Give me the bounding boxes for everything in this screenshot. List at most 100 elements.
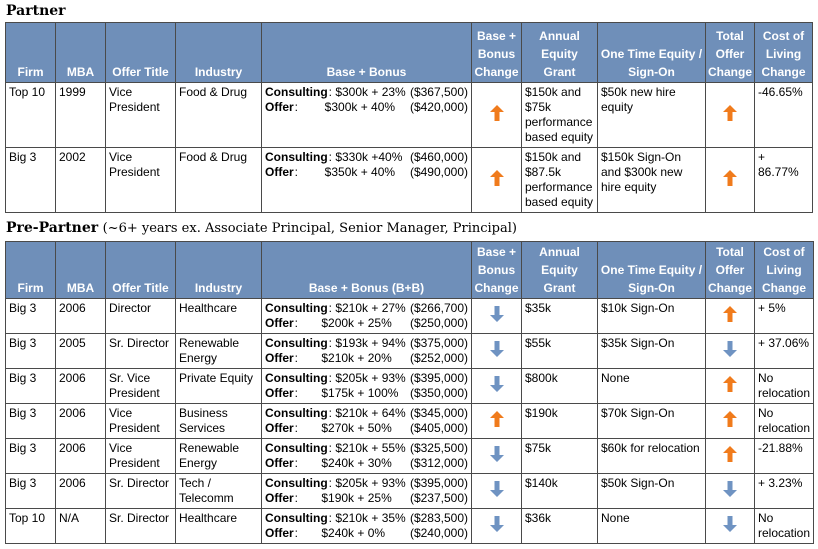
column-header: Base + Bonus Change bbox=[471, 241, 522, 299]
offer-total: ($490,000) bbox=[409, 165, 468, 179]
column-header: Total Offer Change bbox=[705, 241, 755, 299]
base-bonus-cell: Consulting: $330k +40% ($460,000) Offer: $… bbox=[261, 147, 472, 213]
base-bonus-change-cell bbox=[471, 298, 522, 334]
base-bonus-change-cell bbox=[471, 508, 522, 544]
consulting-total: ($375,000) bbox=[409, 336, 468, 350]
consulting-total: ($367,500) bbox=[409, 85, 468, 99]
base-bonus-change-cell bbox=[471, 82, 522, 148]
total-offer-change-cell bbox=[705, 147, 755, 213]
offer-line: Offer: $210k + 20% ($252,000) bbox=[265, 351, 468, 366]
pre-partner-section-title: Pre-Partner (~6+ years ex. Associate Pri… bbox=[6, 220, 517, 236]
down-arrow-icon bbox=[723, 516, 737, 532]
offer-label: Offer bbox=[265, 165, 294, 179]
down-arrow-icon bbox=[723, 341, 737, 357]
industry-cell: Renewable Energy bbox=[175, 438, 262, 474]
sign-on-cell: $50k Sign-On bbox=[597, 473, 706, 509]
consulting-line: Consulting: $210k + 27% ($266,700) bbox=[265, 301, 468, 316]
column-header: Base + Bonus Change bbox=[471, 22, 522, 83]
up-arrow-icon bbox=[723, 376, 737, 392]
table-row: Big 3 2006 Director Healthcare Consulting: $… bbox=[5, 298, 815, 334]
pre-partner-table: Firm MBA Offer Title Industry Base + Bonus (… bbox=[5, 241, 815, 544]
cost-of-living-cell: -21.88% bbox=[753, 438, 815, 474]
consulting-label: Consulting bbox=[265, 371, 328, 385]
offer-label: Offer bbox=[265, 100, 294, 114]
cost-of-living-cell: No relocation bbox=[753, 508, 815, 544]
equity-grant-cell: $36k bbox=[521, 508, 598, 544]
total-offer-change-cell bbox=[705, 438, 755, 474]
down-arrow-icon bbox=[489, 446, 504, 462]
up-arrow-icon bbox=[723, 105, 737, 121]
sign-on-cell: $35k Sign-On bbox=[597, 333, 706, 369]
base-bonus-cell: Consulting: $205k + 93% ($395,000) Offer: … bbox=[261, 473, 472, 509]
offer-title-cell: Sr. Director bbox=[105, 473, 176, 509]
down-arrow-icon bbox=[489, 306, 504, 322]
mba-cell: 1999 bbox=[55, 82, 106, 148]
equity-grant-cell: $190k bbox=[521, 403, 598, 439]
column-header: Offer Title bbox=[105, 241, 176, 299]
consulting-line: Consulting: $210k + 35% ($283,500) bbox=[265, 511, 468, 526]
firm-cell: Big 3 bbox=[5, 403, 56, 439]
sign-on-cell: $150k Sign-On and $300k new hire equity bbox=[597, 147, 706, 213]
mba-cell: 2006 bbox=[55, 403, 106, 439]
base-bonus-change-cell bbox=[471, 473, 522, 509]
consulting-total: ($325,500) bbox=[409, 441, 468, 455]
equity-grant-cell: $800k bbox=[521, 368, 598, 404]
base-bonus-change-cell bbox=[471, 333, 522, 369]
consulting-base: : $210k + 55% bbox=[328, 441, 406, 455]
column-header: One Time Equity / Sign-On bbox=[597, 22, 706, 83]
down-arrow-icon bbox=[489, 481, 504, 497]
offer-title-cell: Sr. Director bbox=[105, 508, 176, 544]
consulting-label: Consulting bbox=[265, 406, 328, 420]
sign-on-cell: $60k for relocation bbox=[597, 438, 706, 474]
consulting-label: Consulting bbox=[265, 85, 328, 99]
total-offer-change-cell bbox=[705, 368, 755, 404]
up-arrow-icon bbox=[489, 170, 504, 186]
cost-of-living-cell: + 3.23% bbox=[753, 473, 815, 509]
equity-grant-cell: $55k bbox=[521, 333, 598, 369]
offer-label: Offer bbox=[265, 421, 294, 435]
column-header: Cost of Living Change bbox=[754, 22, 813, 83]
column-header: Annual Equity Grant bbox=[521, 22, 598, 83]
consulting-total: ($395,000) bbox=[409, 476, 468, 490]
consulting-total: ($460,000) bbox=[409, 150, 468, 164]
firm-cell: Top 10 bbox=[5, 508, 56, 544]
column-header: Industry bbox=[175, 241, 262, 299]
offer-base: : $240k + 30% bbox=[294, 456, 392, 470]
column-header: Base + Bonus (B+B) bbox=[261, 241, 472, 299]
offer-line: Offer: $190k + 25% ($237,500) bbox=[265, 491, 468, 506]
total-offer-change-cell bbox=[705, 333, 755, 369]
offer-line: Offer: $300k + 40% ($420,000) bbox=[265, 100, 468, 115]
offer-line: Offer: $350k + 40% ($490,000) bbox=[265, 165, 468, 180]
offer-label: Offer bbox=[265, 351, 294, 365]
industry-cell: Healthcare bbox=[175, 508, 262, 544]
partner-title: Partner bbox=[6, 3, 66, 19]
equity-grant-cell: $150k and $75k performance based equity bbox=[521, 82, 598, 148]
partner-section-title: Partner bbox=[6, 3, 66, 19]
mba-cell: 2005 bbox=[55, 333, 106, 369]
consulting-line: Consulting: $330k +40% ($460,000) bbox=[265, 150, 468, 165]
column-header: Total Offer Change bbox=[705, 22, 755, 83]
down-arrow-icon bbox=[489, 376, 504, 392]
offer-total: ($250,000) bbox=[409, 316, 468, 330]
base-bonus-cell: Consulting: $205k + 93% ($395,000) Offer: … bbox=[261, 368, 472, 404]
industry-cell: Food & Drug bbox=[175, 82, 262, 148]
total-offer-change-cell bbox=[705, 403, 755, 439]
offer-title-cell: Vice President bbox=[105, 147, 176, 213]
column-header: Base + Bonus bbox=[261, 22, 472, 83]
cost-of-living-cell: No relocation bbox=[753, 368, 815, 404]
equity-grant-cell: $35k bbox=[521, 298, 598, 334]
offer-line: Offer: $240k + 30% ($312,000) bbox=[265, 456, 468, 471]
total-offer-change-cell bbox=[705, 473, 755, 509]
offer-total: ($240,000) bbox=[409, 526, 468, 540]
offer-label: Offer bbox=[265, 456, 294, 470]
cost-of-living-cell: -46.65% bbox=[754, 82, 813, 148]
offer-base: : $240k + 0% bbox=[294, 526, 386, 540]
table-row: Big 3 2006 Vice President Renewable Energy C… bbox=[5, 438, 815, 474]
offer-total: ($237,500) bbox=[409, 491, 468, 505]
offer-label: Offer bbox=[265, 526, 294, 540]
consulting-line: Consulting: $210k + 64% ($345,000) bbox=[265, 406, 468, 421]
equity-grant-cell: $150k and $87.5k performance based equit… bbox=[521, 147, 598, 213]
table-row: Top 10 N/A Sr. Director Healthcare Consultin… bbox=[5, 508, 815, 544]
firm-cell: Big 3 bbox=[5, 333, 56, 369]
column-header: Firm bbox=[5, 241, 56, 299]
